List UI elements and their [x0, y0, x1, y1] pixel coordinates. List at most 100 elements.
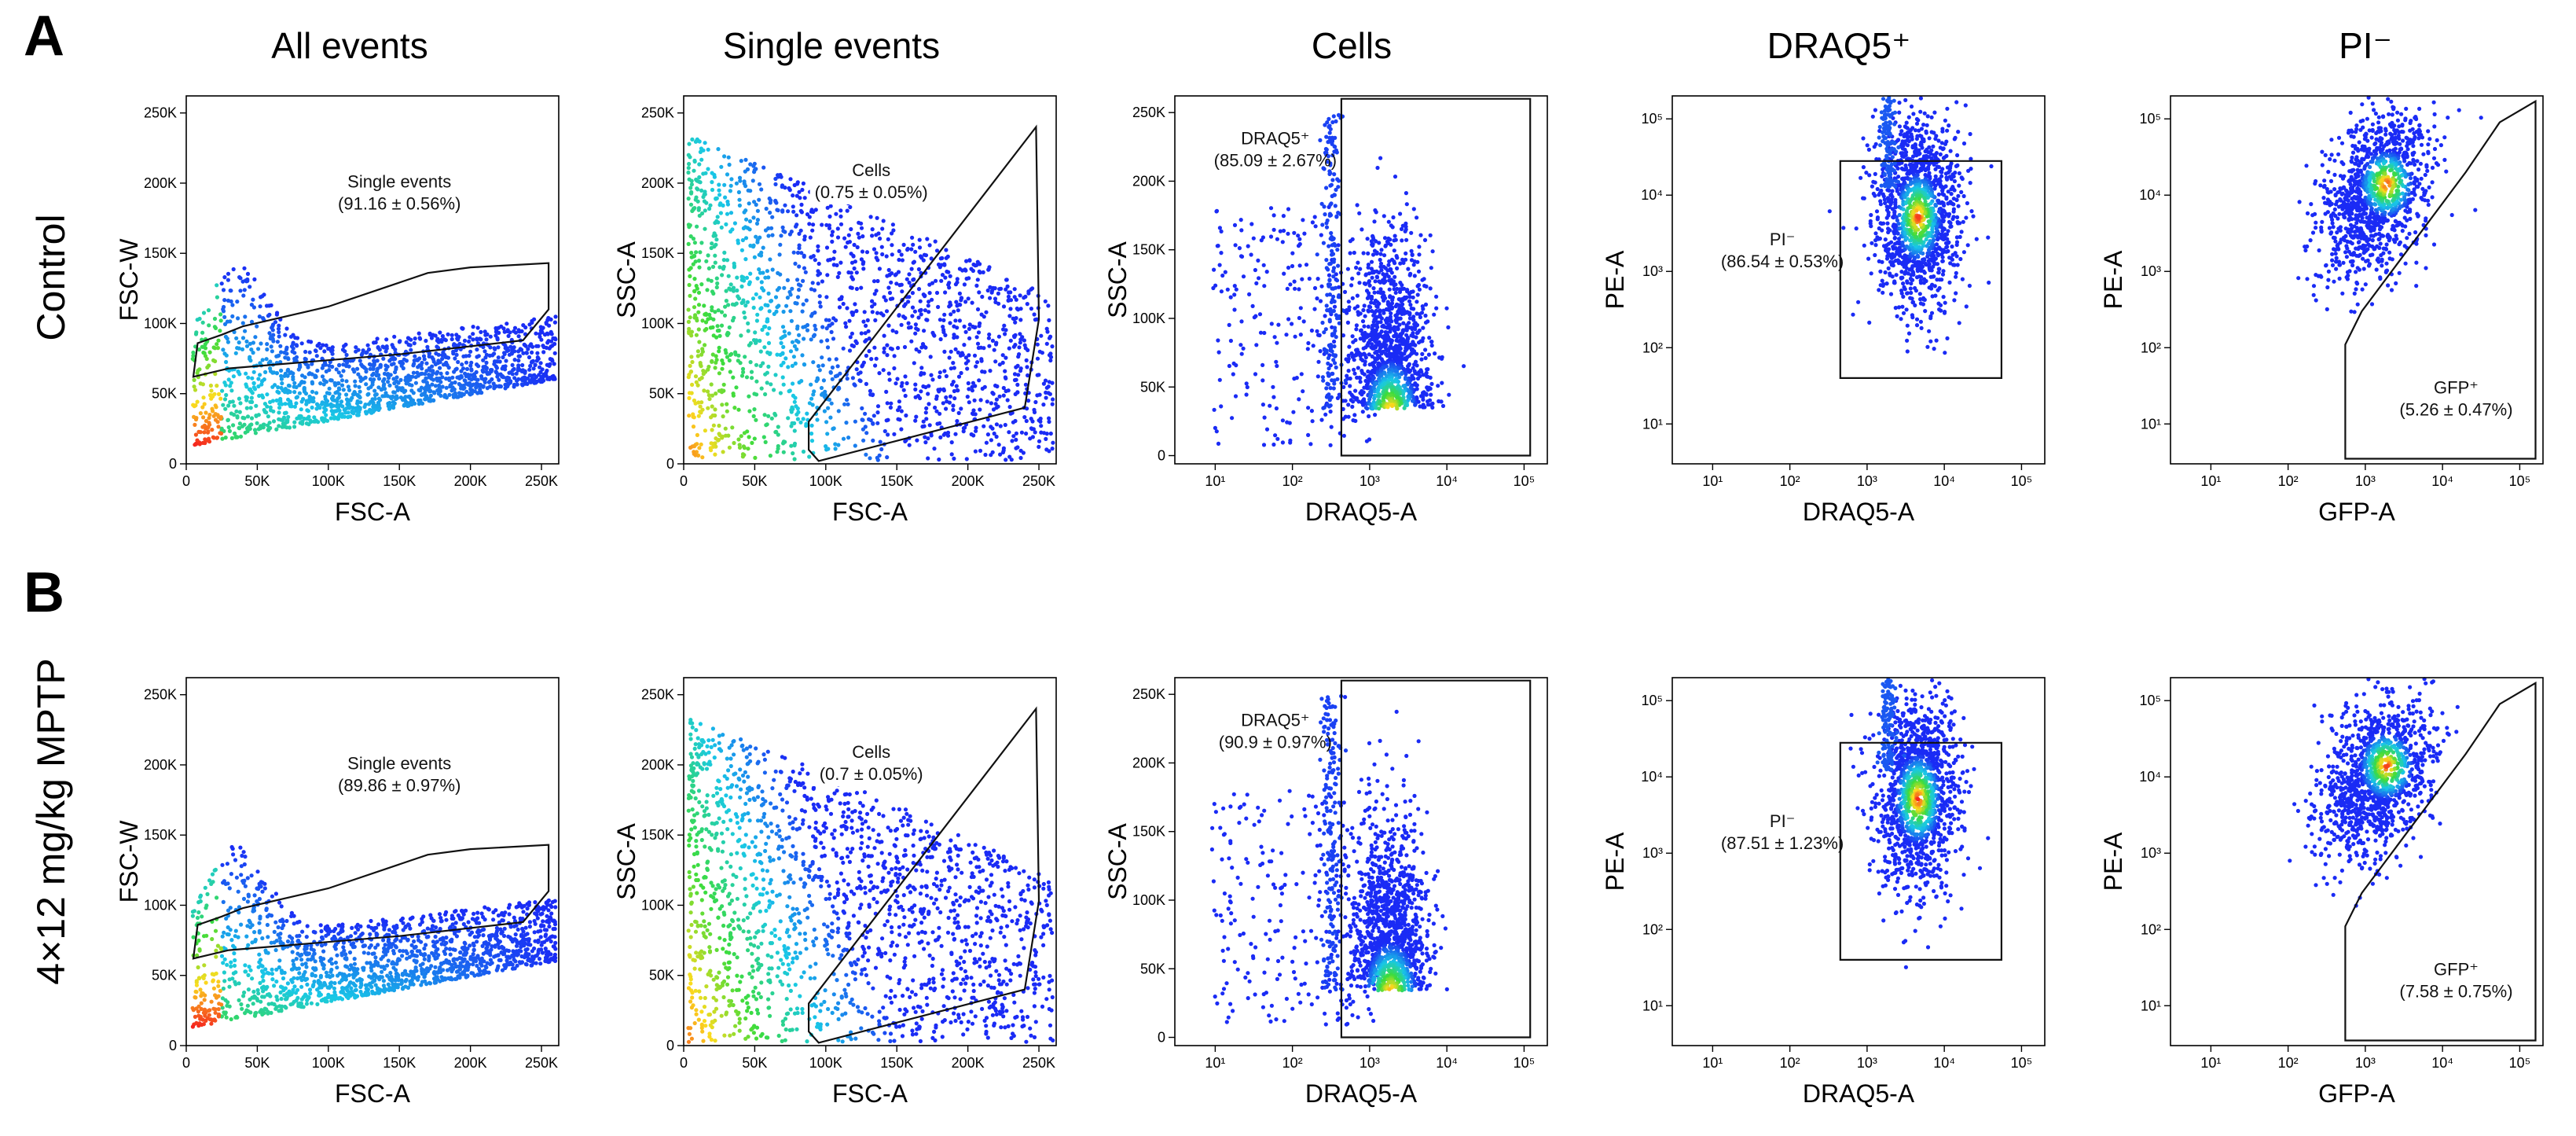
event-dot	[869, 357, 874, 362]
event-dot	[226, 425, 231, 430]
event-dot	[1327, 213, 1332, 218]
event-dot	[762, 345, 767, 350]
event-dot	[867, 417, 872, 422]
event-dot	[796, 282, 802, 287]
event-dot	[1033, 430, 1037, 435]
event-dot	[878, 236, 883, 241]
event-dot	[1411, 295, 1415, 300]
event-dot	[944, 395, 949, 400]
event-dot	[494, 366, 500, 370]
event-dot	[1327, 278, 1332, 282]
event-dot	[251, 297, 255, 302]
event-dot	[939, 278, 944, 283]
event-dot	[699, 282, 704, 287]
event-dot	[512, 384, 516, 389]
event-dot	[953, 318, 958, 323]
event-dot	[224, 392, 229, 398]
event-dot	[710, 404, 714, 409]
event-dot	[1367, 437, 1372, 442]
event-dot	[759, 187, 764, 192]
event-dot	[1302, 231, 1307, 236]
event-dot	[944, 256, 949, 260]
event-dot	[1217, 263, 1222, 267]
event-dot	[700, 318, 705, 323]
event-dot	[934, 278, 938, 283]
event-dot	[781, 309, 786, 314]
event-dot	[1415, 376, 1421, 381]
event-dot	[1329, 395, 1334, 399]
event-dot	[947, 355, 952, 360]
event-dot	[468, 335, 472, 340]
event-dot	[1232, 292, 1237, 297]
event-dot	[1290, 263, 1295, 269]
event-dot	[736, 294, 740, 299]
event-dot	[315, 368, 320, 373]
event-dot	[1393, 233, 1397, 238]
event-dot	[464, 366, 470, 371]
event-dot	[850, 376, 855, 381]
event-dot	[1372, 290, 1377, 295]
event-dot	[715, 215, 720, 219]
event-dot	[1012, 295, 1017, 300]
event-dot	[923, 410, 928, 415]
event-dot	[355, 401, 360, 406]
event-dot	[1011, 333, 1017, 339]
event-dot	[780, 209, 785, 214]
event-dot	[696, 327, 701, 332]
event-dot	[913, 418, 918, 423]
event-dot	[690, 137, 695, 142]
event-dot	[1331, 294, 1336, 299]
event-dot	[1217, 377, 1222, 382]
event-dot	[212, 316, 218, 322]
event-dot	[844, 325, 849, 329]
event-dot	[268, 399, 273, 405]
event-dot	[218, 318, 223, 323]
event-dot	[456, 359, 461, 365]
event-dot	[314, 354, 319, 358]
event-dot	[1274, 406, 1279, 411]
event-dot	[1008, 307, 1013, 311]
event-dot	[1262, 284, 1267, 289]
event-dot	[740, 454, 746, 459]
event-dot	[948, 394, 953, 399]
plot-grid: 0 50K 100K 150K 200K 250K050K100K150K200K250K…	[115, 95, 2544, 1108]
event-dot	[1298, 306, 1303, 311]
event-dot	[292, 384, 296, 389]
event-dot	[458, 383, 463, 388]
event-dot	[963, 300, 968, 304]
event-dot	[1368, 370, 1373, 375]
event-dot	[843, 244, 848, 249]
event-dot	[754, 221, 760, 226]
event-dot	[754, 292, 758, 296]
event-dot	[993, 296, 998, 301]
event-dot	[1927, 136, 1932, 141]
event-dot	[1004, 458, 1008, 462]
event-dot	[699, 157, 704, 162]
event-dot	[210, 428, 215, 432]
event-dot	[377, 347, 382, 352]
event-dot	[320, 366, 325, 370]
event-dot	[686, 307, 691, 312]
event-dot	[692, 168, 696, 173]
event-dot	[240, 321, 245, 325]
event-dot	[929, 433, 934, 438]
event-dot	[387, 358, 392, 363]
event-dot	[703, 343, 707, 347]
event-dot	[359, 352, 364, 357]
event-dot	[962, 343, 967, 347]
event-dot	[723, 426, 728, 431]
event-dot	[339, 399, 344, 404]
event-dot	[505, 322, 509, 326]
event-dot	[341, 388, 346, 392]
event-dot	[971, 262, 976, 267]
event-dot	[1399, 358, 1404, 362]
event-dot	[919, 345, 924, 350]
event-dot	[328, 416, 333, 421]
event-dot	[930, 377, 935, 382]
event-dot	[439, 380, 443, 384]
event-dot	[222, 314, 227, 319]
event-dot	[1035, 356, 1040, 361]
event-dot	[261, 395, 266, 400]
event-dot	[1347, 344, 1352, 349]
event-dot	[1022, 338, 1026, 343]
